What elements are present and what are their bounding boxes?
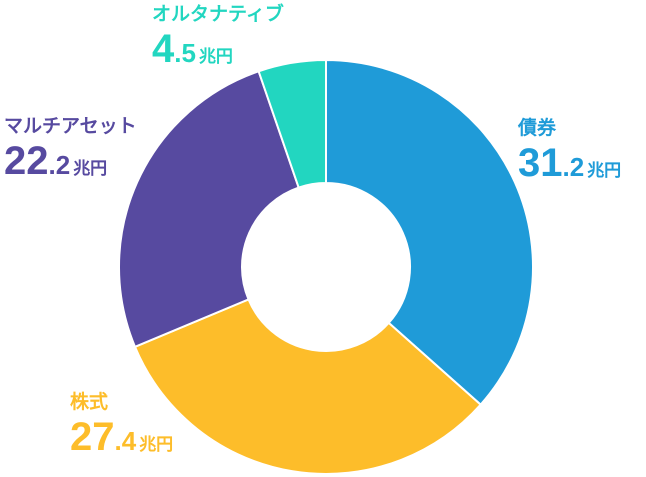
label-alternative: オルタナティブ 4.5 兆円 bbox=[152, 4, 284, 81]
label-equity: 株式 27.4 兆円 bbox=[70, 392, 173, 469]
label-multi-asset: マルチアセット 22.2 兆円 bbox=[4, 116, 137, 193]
slice-bonds bbox=[325, 58, 534, 407]
slice-equity bbox=[133, 298, 483, 475]
slice-multi-asset bbox=[118, 69, 300, 349]
slice-alternative bbox=[257, 58, 327, 189]
label-bonds-value: 31.2 兆円 bbox=[518, 141, 622, 185]
label-equity-value: 27.4 兆円 bbox=[70, 415, 174, 459]
label-bonds: 債券 31.2 兆円 bbox=[518, 118, 621, 195]
label-multi-asset-value: 22.2 兆円 bbox=[4, 139, 108, 183]
label-bonds-name: 債券 bbox=[518, 118, 557, 139]
label-alternative-value: 4.5 兆円 bbox=[152, 27, 233, 71]
label-alternative-name: オルタナティブ bbox=[152, 4, 284, 25]
label-equity-name: 株式 bbox=[70, 392, 109, 413]
label-multi-asset-name: マルチアセット bbox=[4, 116, 137, 137]
